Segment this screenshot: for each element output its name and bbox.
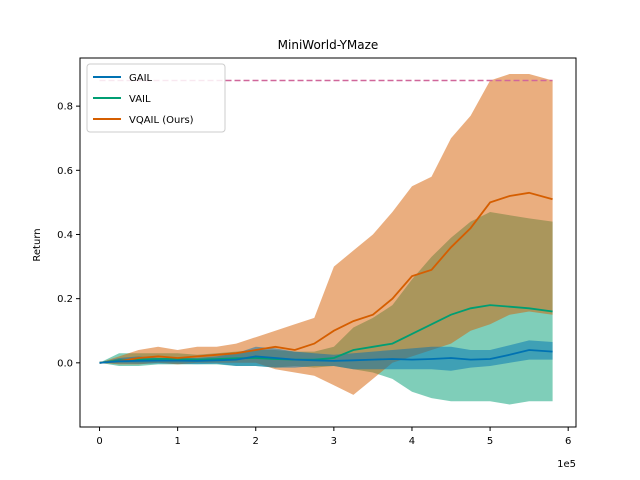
line-vail [99, 304, 553, 364]
legend-label: GAIL [129, 73, 153, 84]
line-vqail-ours [99, 191, 553, 364]
plot-area: 0 1 2 3 4 5 6 0.0 0.2 0.4 0.6 0.8 GAIL VAIL VQAIL (Our… [57, 57, 577, 447]
y-tick-label: 0.0 [57, 358, 73, 369]
x-offset-label: 1e5 [557, 459, 576, 470]
y-tick-label: 0.6 [57, 166, 73, 177]
legend-label: VAIL [129, 94, 151, 105]
chart-title: MiniWorld-YMaze [278, 38, 379, 52]
x-tick-label: 2 [253, 436, 259, 447]
line-gail [99, 349, 553, 364]
x-tick-label: 0 [96, 436, 102, 447]
y-tick-label: 0.2 [57, 294, 73, 305]
y-tick-label: 0.4 [57, 230, 73, 241]
x-tick-label: 3 [331, 436, 337, 447]
band-vqail-ours [99, 74, 553, 395]
legend-label: VQAIL (Ours) [129, 115, 194, 126]
y-axis-label: Return [32, 228, 43, 261]
legend-box [86, 63, 226, 133]
x-tick-label: 5 [487, 436, 493, 447]
x-tick-label: 1 [174, 436, 180, 447]
x-tick-label: 4 [409, 436, 415, 447]
x-tick-label: 6 [565, 436, 571, 447]
y-tick-label: 0.8 [57, 102, 73, 113]
band-gail [99, 340, 553, 371]
axes-frame [79, 57, 577, 428]
